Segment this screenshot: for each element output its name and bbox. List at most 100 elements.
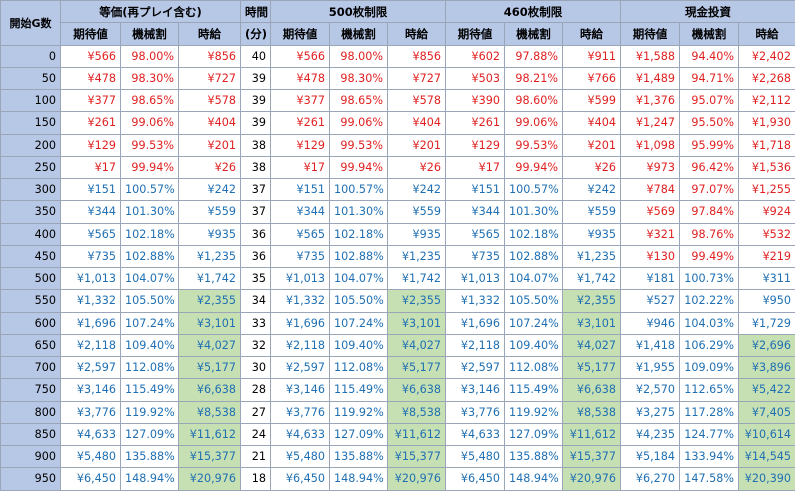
header-row-group: 開始G数 等価(再プレイ含む) 時間 500枚制限 460枚制限 現金投資 bbox=[1, 1, 795, 23]
500-payout-cell: 101.30% bbox=[330, 201, 388, 223]
500-hourly-cell: ¥727 bbox=[388, 67, 446, 89]
equal-payout-cell: 99.53% bbox=[121, 134, 179, 156]
cash-hourly-cell: ¥311 bbox=[739, 268, 795, 290]
equal-expected-cell: ¥261 bbox=[61, 112, 121, 134]
cash-hourly-cell: ¥2,112 bbox=[739, 90, 795, 112]
start-games-cell: 500 bbox=[1, 268, 61, 290]
start-games-cell: 250 bbox=[1, 156, 61, 178]
equal-payout-cell: 99.06% bbox=[121, 112, 179, 134]
sub-header-hourly: 時給 bbox=[563, 23, 621, 45]
500-payout-cell: 109.40% bbox=[330, 334, 388, 356]
460-hourly-cell: ¥911 bbox=[563, 45, 621, 67]
500-expected-cell: ¥17 bbox=[271, 156, 330, 178]
cash-hourly-cell: ¥1,729 bbox=[739, 312, 795, 334]
500-expected-cell: ¥261 bbox=[271, 112, 330, 134]
sub-header-payout: 機械割 bbox=[121, 23, 179, 45]
start-games-cell: 900 bbox=[1, 446, 61, 468]
460-hourly-cell: ¥404 bbox=[563, 112, 621, 134]
time-cell: 39 bbox=[241, 112, 271, 134]
equal-expected-cell: ¥1,696 bbox=[61, 312, 121, 334]
equal-expected-cell: ¥5,480 bbox=[61, 446, 121, 468]
time-cell: 37 bbox=[241, 201, 271, 223]
460-hourly-cell: ¥935 bbox=[563, 223, 621, 245]
460-hourly-cell: ¥2,355 bbox=[563, 290, 621, 312]
460-expected-cell: ¥3,776 bbox=[446, 401, 505, 423]
cash-expected-cell: ¥527 bbox=[621, 290, 680, 312]
500-payout-cell: 135.88% bbox=[330, 446, 388, 468]
equal-payout-cell: 115.49% bbox=[121, 379, 179, 401]
500-expected-cell: ¥1,696 bbox=[271, 312, 330, 334]
cash-hourly-cell: ¥5,422 bbox=[739, 379, 795, 401]
cash-payout-cell: 102.22% bbox=[680, 290, 739, 312]
500-hourly-cell: ¥5,177 bbox=[388, 357, 446, 379]
equal-hourly-cell: ¥1,742 bbox=[179, 268, 241, 290]
460-payout-cell: 135.88% bbox=[505, 446, 563, 468]
equal-expected-cell: ¥478 bbox=[61, 67, 121, 89]
cash-expected-cell: ¥1,418 bbox=[621, 334, 680, 356]
equal-payout-cell: 148.94% bbox=[121, 468, 179, 490]
start-games-cell: 950 bbox=[1, 468, 61, 490]
equal-expected-cell: ¥3,146 bbox=[61, 379, 121, 401]
equal-payout-cell: 107.24% bbox=[121, 312, 179, 334]
equal-expected-cell: ¥1,332 bbox=[61, 290, 121, 312]
equal-hourly-cell: ¥6,638 bbox=[179, 379, 241, 401]
equal-hourly-cell: ¥8,538 bbox=[179, 401, 241, 423]
cash-payout-cell: 94.71% bbox=[680, 67, 739, 89]
sub-header-payout: 機械割 bbox=[330, 23, 388, 45]
460-payout-cell: 115.49% bbox=[505, 379, 563, 401]
sub-header-expected: 期待値 bbox=[446, 23, 505, 45]
sub-header-hourly: 時給 bbox=[739, 23, 795, 45]
460-expected-cell: ¥503 bbox=[446, 67, 505, 89]
cash-hourly-cell: ¥2,402 bbox=[739, 45, 795, 67]
460-expected-cell: ¥602 bbox=[446, 45, 505, 67]
equal-expected-cell: ¥377 bbox=[61, 90, 121, 112]
cash-hourly-cell: ¥1,255 bbox=[739, 179, 795, 201]
cash-hourly-cell: ¥10,614 bbox=[739, 423, 795, 445]
start-games-cell: 150 bbox=[1, 112, 61, 134]
500-hourly-cell: ¥8,538 bbox=[388, 401, 446, 423]
500-payout-cell: 112.08% bbox=[330, 357, 388, 379]
equal-hourly-cell: ¥404 bbox=[179, 112, 241, 134]
500-payout-cell: 107.24% bbox=[330, 312, 388, 334]
start-games-cell: 400 bbox=[1, 223, 61, 245]
equal-hourly-cell: ¥2,355 bbox=[179, 290, 241, 312]
equal-hourly-cell: ¥26 bbox=[179, 156, 241, 178]
cash-payout-cell: 95.99% bbox=[680, 134, 739, 156]
460-expected-cell: ¥565 bbox=[446, 223, 505, 245]
cash-expected-cell: ¥2,570 bbox=[621, 379, 680, 401]
time-cell: 36 bbox=[241, 245, 271, 267]
equal-payout-cell: 127.09% bbox=[121, 423, 179, 445]
cash-payout-cell: 104.03% bbox=[680, 312, 739, 334]
time-unit-header: (分) bbox=[241, 23, 271, 45]
start-games-cell: 700 bbox=[1, 357, 61, 379]
460-expected-cell: ¥2,118 bbox=[446, 334, 505, 356]
cash-expected-cell: ¥4,235 bbox=[621, 423, 680, 445]
500-expected-cell: ¥2,597 bbox=[271, 357, 330, 379]
cash-hourly-cell: ¥924 bbox=[739, 201, 795, 223]
500-payout-cell: 119.92% bbox=[330, 401, 388, 423]
500-payout-cell: 115.49% bbox=[330, 379, 388, 401]
equal-payout-cell: 102.88% bbox=[121, 245, 179, 267]
460-expected-cell: ¥735 bbox=[446, 245, 505, 267]
cash-hourly-cell: ¥532 bbox=[739, 223, 795, 245]
500-payout-cell: 98.00% bbox=[330, 45, 388, 67]
cash-hourly-cell: ¥950 bbox=[739, 290, 795, 312]
start-games-cell: 0 bbox=[1, 45, 61, 67]
460-hourly-cell: ¥15,377 bbox=[563, 446, 621, 468]
500-hourly-cell: ¥15,377 bbox=[388, 446, 446, 468]
start-games-cell: 650 bbox=[1, 334, 61, 356]
sub-header-expected: 期待値 bbox=[621, 23, 680, 45]
equal-hourly-cell: ¥578 bbox=[179, 90, 241, 112]
460-payout-cell: 102.18% bbox=[505, 223, 563, 245]
cash-expected-cell: ¥5,184 bbox=[621, 446, 680, 468]
460-expected-cell: ¥2,597 bbox=[446, 357, 505, 379]
500-expected-cell: ¥2,118 bbox=[271, 334, 330, 356]
460-hourly-cell: ¥1,235 bbox=[563, 245, 621, 267]
460-expected-cell: ¥1,332 bbox=[446, 290, 505, 312]
equal-payout-cell: 98.65% bbox=[121, 90, 179, 112]
equal-expected-cell: ¥344 bbox=[61, 201, 121, 223]
